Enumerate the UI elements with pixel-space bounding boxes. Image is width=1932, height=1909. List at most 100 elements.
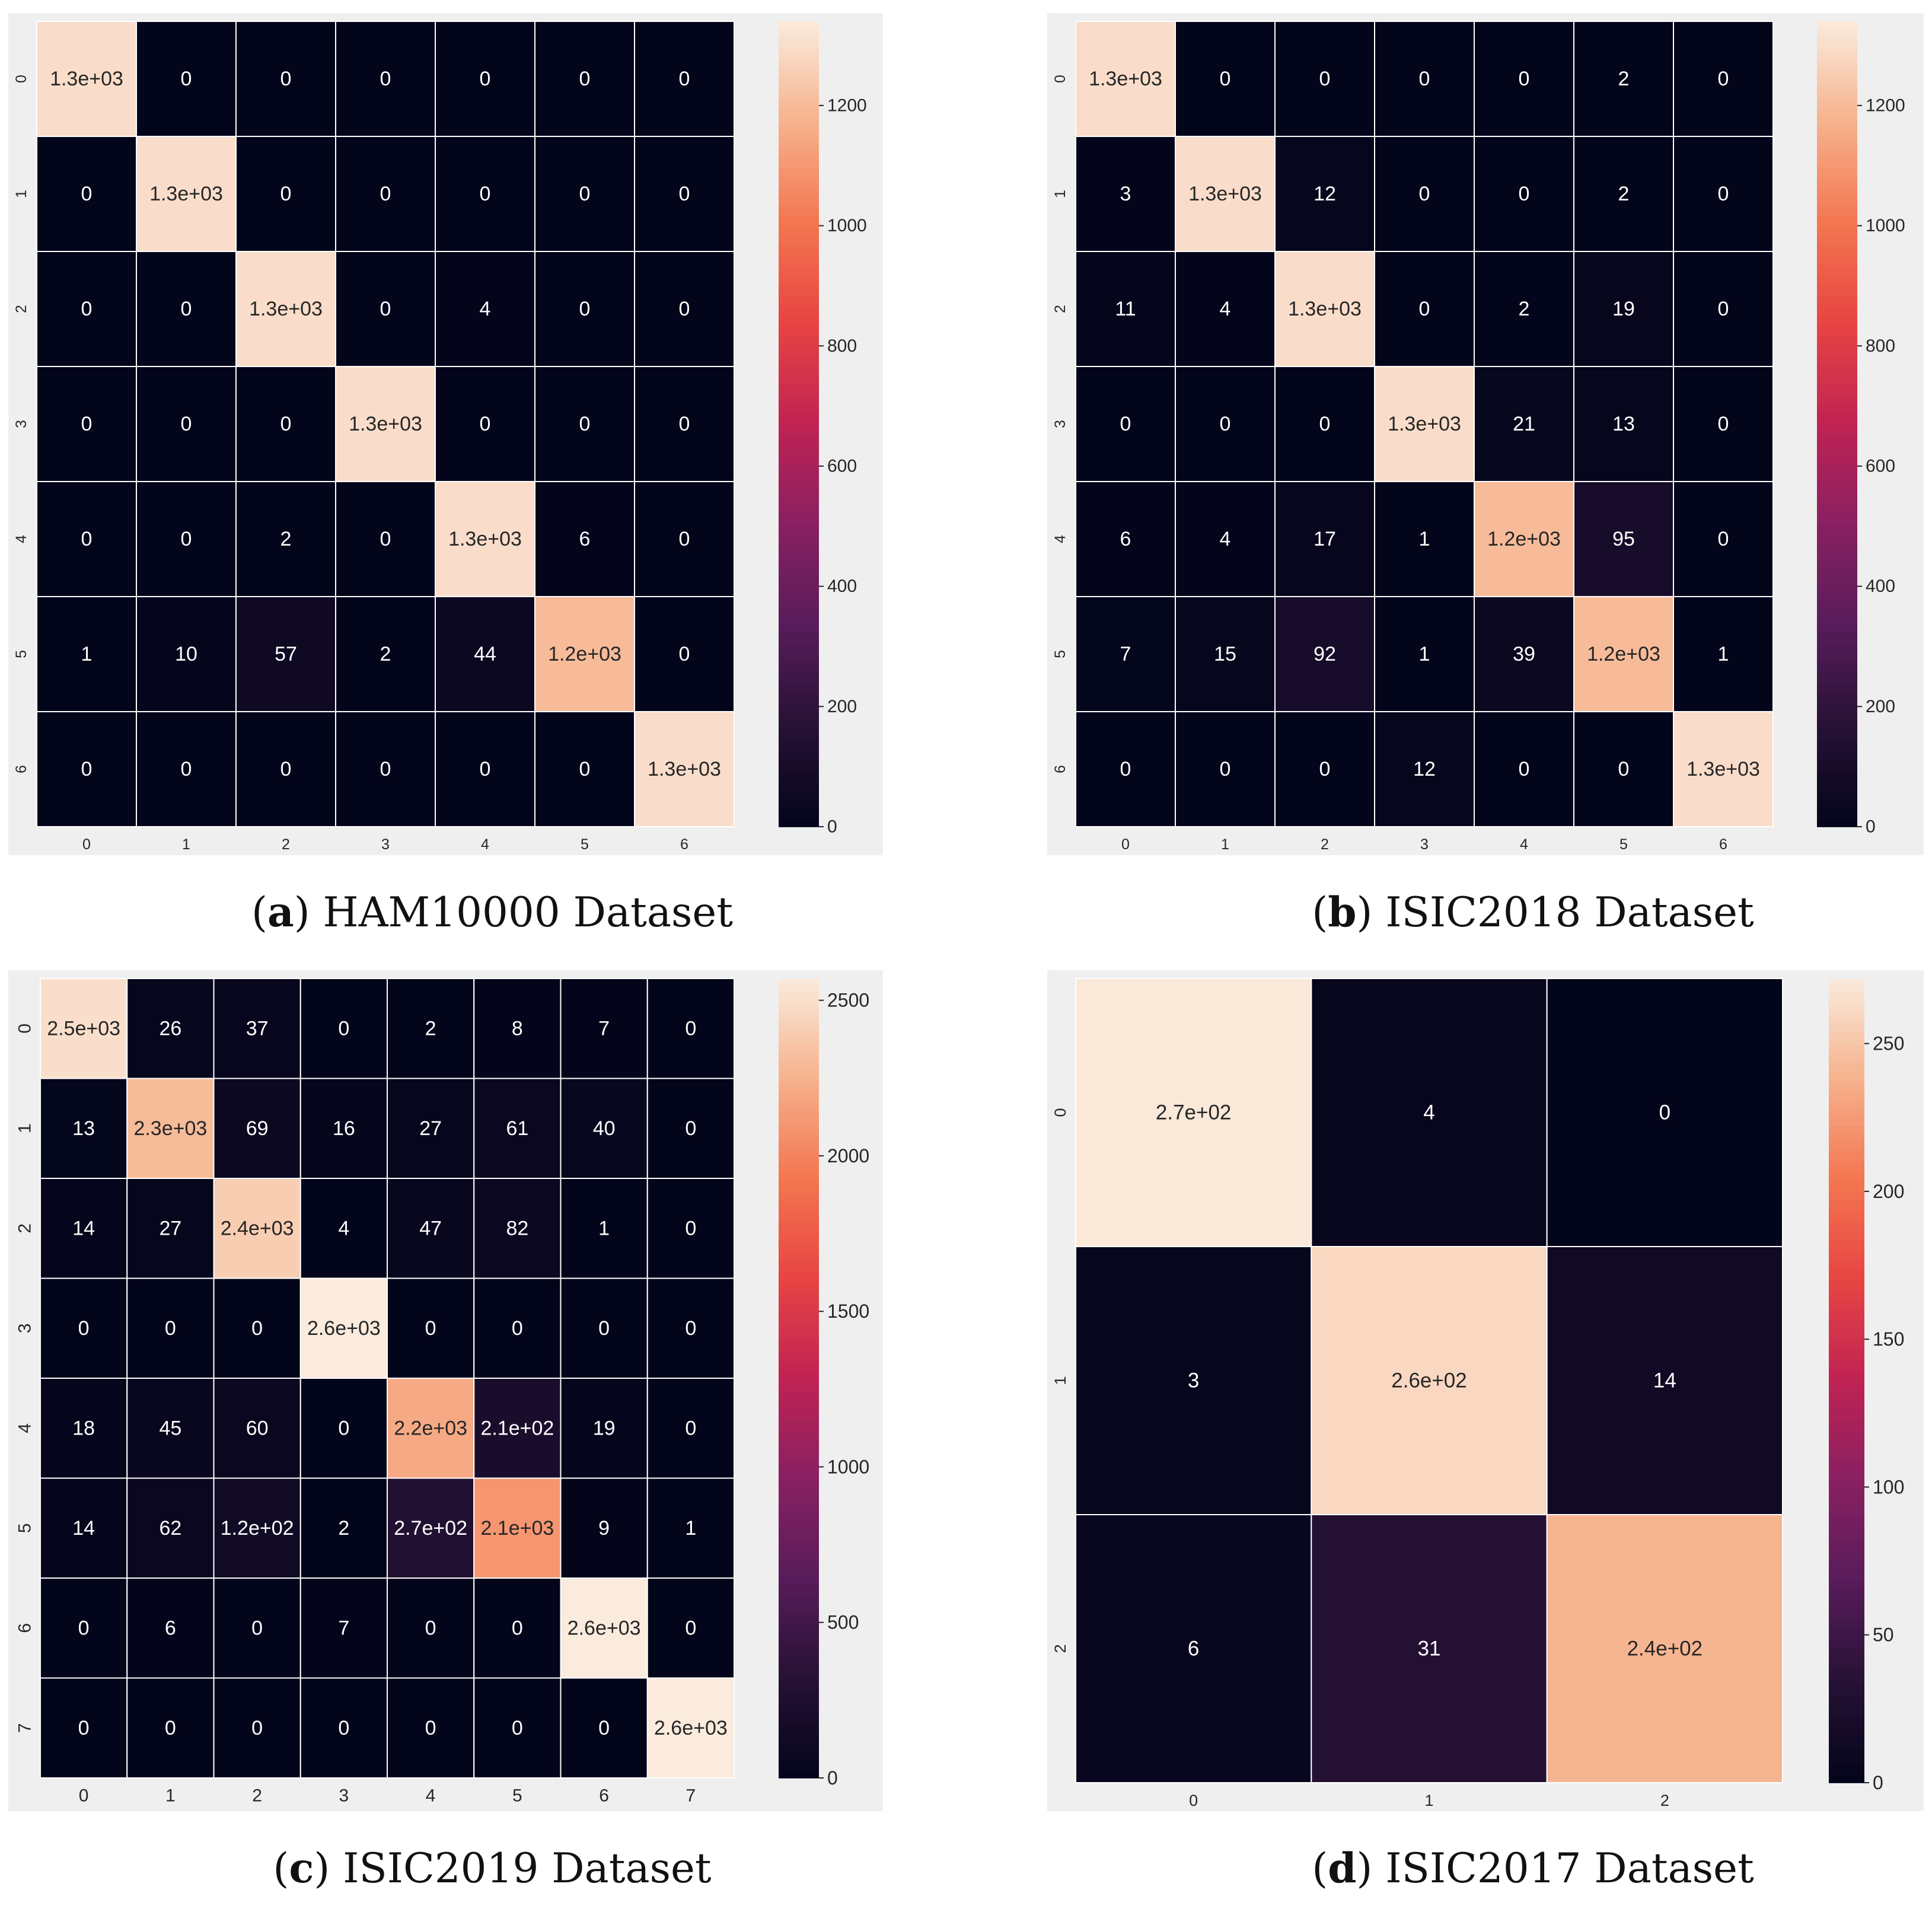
cell-annotation: 0 — [81, 528, 93, 550]
heatmap-cell — [126, 1677, 215, 1779]
colorbar-segment — [1817, 296, 1857, 304]
colorbar-segment — [1817, 457, 1857, 465]
colorbar-segment — [779, 1198, 819, 1206]
y-tick-label: 6 — [13, 765, 30, 773]
cell-annotation: 1.2e+03 — [548, 643, 621, 665]
y-tick-label: 0 — [13, 75, 30, 83]
cell-annotation: 1.2e+02 — [221, 1517, 294, 1540]
colorbar-segment — [1817, 269, 1857, 277]
cell-annotation: 0 — [480, 183, 491, 205]
colorbar-segment — [1829, 1065, 1864, 1073]
colorbar-segment — [779, 585, 819, 592]
colorbar-segment — [1817, 384, 1857, 391]
colorbar-segment — [779, 303, 819, 311]
colorbar-segment — [779, 34, 819, 42]
colorbar-segment — [779, 202, 819, 210]
colorbar-segment — [779, 1118, 819, 1126]
cell-annotation: 40 — [593, 1117, 616, 1140]
heatmap-cell — [646, 1477, 735, 1579]
colorbar-segment — [1829, 1601, 1864, 1609]
colorbar-segment — [1817, 611, 1857, 619]
cell-annotation: 2.1e+02 — [480, 1417, 554, 1439]
caption-c: (c) ISIC2019 Dataset — [273, 1844, 712, 1892]
colorbar-segment — [779, 1598, 819, 1605]
cell-annotation: 2.4e+02 — [1627, 1637, 1703, 1661]
colorbar-segment — [1829, 1508, 1864, 1515]
colorbar-segment — [1817, 202, 1857, 210]
heatmap-cell — [435, 481, 535, 597]
heatmap-cell — [299, 1677, 388, 1779]
colorbar-segment — [779, 692, 819, 700]
heatmap-cell — [126, 1277, 215, 1379]
cell-annotation: 0 — [181, 298, 192, 320]
colorbar-segment — [779, 142, 819, 149]
cell-annotation: 0 — [81, 183, 93, 205]
colorbar-segment — [1829, 1582, 1864, 1589]
heatmap-cell — [473, 1178, 562, 1279]
cell-annotation: 0 — [78, 1317, 90, 1340]
colorbar-segment — [1817, 343, 1857, 351]
cell-annotation: 31 — [1418, 1637, 1441, 1661]
heatmap-cell — [1075, 1246, 1312, 1515]
cell-annotation: 21 — [1513, 413, 1535, 435]
cell-annotation: 0 — [579, 758, 591, 780]
colorbar-segment — [1829, 1755, 1864, 1763]
colorbar-segment — [1829, 1481, 1864, 1489]
colorbar-segment — [1817, 310, 1857, 317]
heatmap-cell — [560, 1078, 648, 1179]
colorbar-segment — [779, 1398, 819, 1406]
colorbar-segment — [1817, 182, 1857, 190]
colorbar-segment — [1829, 1615, 1864, 1623]
cell-annotation: 60 — [246, 1417, 269, 1439]
heatmap-cell — [1474, 251, 1574, 367]
colorbar-segment — [1817, 437, 1857, 445]
heatmap-cell — [335, 711, 436, 827]
heatmap-cell — [1274, 711, 1375, 827]
x-tick-label: 0 — [79, 1786, 89, 1806]
heatmap-cell — [1546, 1246, 1784, 1515]
heatmap-cell — [126, 1477, 215, 1579]
colorbar-segment — [779, 1058, 819, 1066]
colorbar-segment — [779, 370, 819, 378]
colorbar-segment — [1829, 1320, 1864, 1328]
colorbar-segment — [779, 491, 819, 499]
colorbar-segment — [1817, 518, 1857, 525]
colorbar-segment — [779, 149, 819, 157]
colorbar-segment — [1829, 1005, 1864, 1013]
colorbar-segment — [1817, 571, 1857, 579]
cell-annotation: 0 — [81, 413, 93, 435]
heatmap-cell — [335, 596, 436, 712]
x-tick-label: 4 — [1520, 836, 1528, 853]
colorbar-segment — [1817, 786, 1857, 794]
colorbar-segment — [1829, 1052, 1864, 1060]
cell-annotation: 0 — [679, 413, 690, 435]
colorbar-segment — [779, 639, 819, 646]
cell-annotation: 7 — [598, 1017, 610, 1040]
colorbar-segment — [1817, 639, 1857, 646]
cell-annotation: 0 — [579, 298, 591, 320]
colorbar-segment — [779, 410, 819, 418]
heatmap-cell — [634, 136, 735, 252]
cell-annotation: 0 — [1120, 413, 1131, 435]
y-tick-label: 0 — [1051, 1108, 1069, 1117]
heatmap-cell — [213, 1577, 301, 1679]
cell-annotation: 44 — [474, 643, 496, 665]
heatmap-cell — [387, 1577, 475, 1679]
colorbar-segment — [1829, 1166, 1864, 1174]
colorbar-segment — [1817, 155, 1857, 163]
colorbar-tick-label: 200 — [827, 697, 857, 716]
heatmap-cell — [235, 596, 336, 712]
y-tick-label: 5 — [15, 1523, 35, 1533]
colorbar-segment — [779, 985, 819, 993]
colorbar-segment — [779, 263, 819, 270]
colorbar-segment — [779, 1751, 819, 1759]
heatmap-cell — [235, 136, 336, 252]
colorbar-segment — [1829, 1554, 1864, 1562]
colorbar-segment — [779, 1204, 819, 1212]
colorbar-segment — [1817, 81, 1857, 89]
colorbar-segment — [779, 1378, 819, 1386]
cell-annotation: 0 — [1659, 1101, 1670, 1124]
colorbar-segment — [779, 1585, 819, 1592]
heatmap-cell — [473, 1277, 562, 1379]
colorbar-segment — [779, 1278, 819, 1286]
